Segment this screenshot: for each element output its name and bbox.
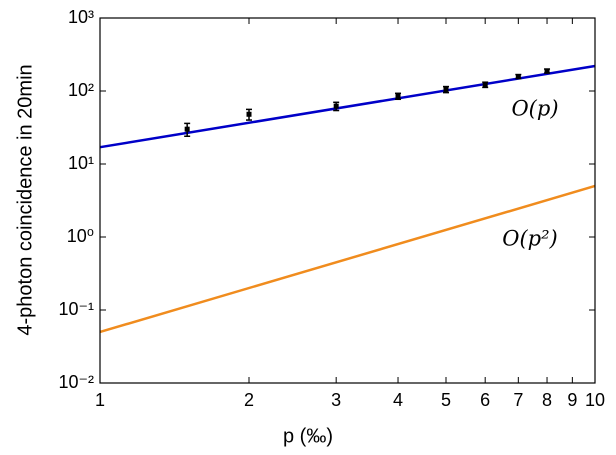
x-tick-label: 6 (480, 390, 490, 410)
plot-frame (99, 17, 596, 384)
y-tick-label: 10³ (68, 7, 94, 27)
x-tick-label: 5 (441, 390, 451, 410)
y-tick-label: 10⁰ (67, 226, 94, 246)
y-tick-label: 10¹ (68, 153, 94, 173)
data-point (482, 82, 488, 88)
y-tick-label: 10² (68, 80, 94, 100)
x-tick-label: 10 (585, 390, 605, 410)
data-point (395, 93, 401, 99)
x-tick-label: 9 (567, 390, 577, 410)
data-point (333, 103, 339, 109)
x-tick-label: 2 (244, 390, 254, 410)
x-tick-label: 7 (513, 390, 523, 410)
x-tick-label: 3 (331, 390, 341, 410)
data-point (544, 68, 550, 74)
x-tick-label: 1 (95, 390, 105, 410)
y-tick-label: 10⁻¹ (58, 299, 94, 319)
data-point (246, 111, 252, 117)
fit-line (99, 64, 596, 149)
y-axis-label: 4-photon coincidence in 20min (14, 64, 36, 335)
y-tick-label: 10⁻² (58, 372, 94, 392)
line-label: O(p) (511, 97, 558, 121)
data-point (184, 126, 190, 132)
x-axis-label: p (‰) (283, 425, 333, 447)
x-tick-label: 4 (393, 390, 403, 410)
data-point (515, 73, 521, 79)
line-label: O(p²) (502, 227, 557, 251)
x-tick-label: 8 (542, 390, 552, 410)
fit-line (99, 184, 596, 334)
data-point (443, 86, 449, 92)
